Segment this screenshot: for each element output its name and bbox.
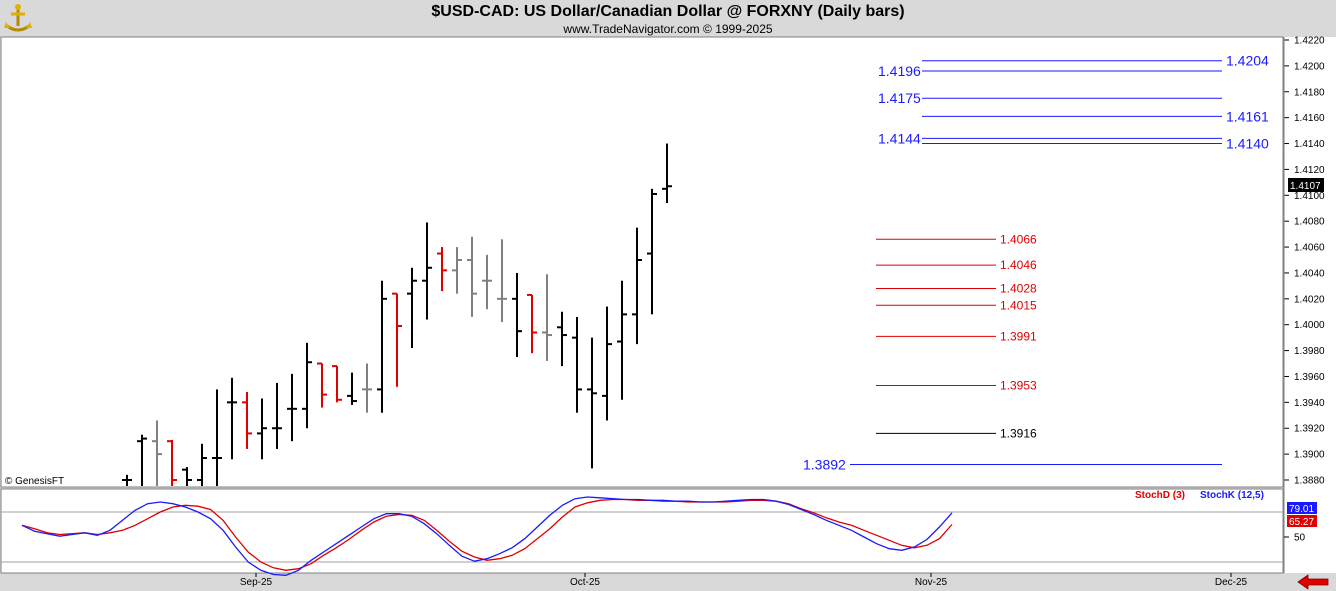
stochd-line xyxy=(21,498,953,571)
ohlc-bar xyxy=(242,392,252,449)
price-tick-label: 1.4040 xyxy=(1294,268,1325,279)
price-tick-label: 1.4080 xyxy=(1294,217,1325,228)
price-tick-label: 1.4100 xyxy=(1294,191,1325,202)
date-axis xyxy=(0,574,1336,591)
level-label-red: 1.4028 xyxy=(1000,281,1037,295)
ohlc-bar xyxy=(602,306,612,421)
ohlc-bar xyxy=(197,443,207,486)
price-tick-label: 1.3960 xyxy=(1294,372,1325,383)
ohlc-bar xyxy=(467,236,477,317)
price-tick-label: 1.3940 xyxy=(1294,398,1325,409)
price-panel xyxy=(0,36,1284,488)
last-price-tag xyxy=(1288,178,1324,192)
stochd-value-tag xyxy=(1287,515,1317,527)
ohlc-bar xyxy=(572,316,582,413)
date-tick-label: Oct-25 xyxy=(570,577,600,588)
stochd-value-label: 65.27 xyxy=(1289,517,1314,528)
level-label-blue: 1.4161 xyxy=(1226,108,1269,124)
ohlc-bar xyxy=(152,420,162,486)
ohlc-bar xyxy=(542,274,552,361)
copyright-label: © GenesisFT xyxy=(5,476,64,487)
price-tick-label: 1.4140 xyxy=(1294,139,1325,150)
ohlc-bar xyxy=(347,372,357,405)
ohlc-bar xyxy=(497,239,507,323)
level-label-blue: 1.4175 xyxy=(878,90,921,106)
ohlc-bar xyxy=(122,474,132,486)
chart-subtitle: www.TradeNavigator.com © 1999-2025 xyxy=(563,22,773,36)
ohlc-bar xyxy=(332,365,342,403)
level-label-blue: 1.4144 xyxy=(878,130,921,146)
price-tick-label: 1.4220 xyxy=(1294,36,1325,47)
ohlc-bar xyxy=(557,311,567,367)
ohlc-bar xyxy=(527,293,537,354)
stochk-line xyxy=(21,496,953,576)
stochk-value-tag xyxy=(1287,502,1317,514)
ohlc-bar xyxy=(437,247,447,292)
stoch-tick-label: 50 xyxy=(1294,533,1306,544)
level-label-red: 1.4015 xyxy=(1000,298,1037,312)
ohlc-bar xyxy=(362,363,372,413)
ohlc-bar xyxy=(617,280,627,400)
ohlc-bar xyxy=(632,227,642,345)
ohlc-bar xyxy=(512,272,522,358)
level-label-black: 1.3916 xyxy=(1000,426,1037,440)
ohlc-bar xyxy=(422,222,432,320)
level-label-red: 1.3991 xyxy=(1000,329,1037,343)
stochk-legend: StochK (12,5) xyxy=(1200,490,1264,501)
stochd-legend: StochD (3) xyxy=(1135,490,1185,501)
level-label-blue: 1.4140 xyxy=(1226,136,1269,152)
ohlc-bar xyxy=(587,337,597,469)
date-tick-label: Nov-25 xyxy=(915,577,948,588)
price-tick-label: 1.3980 xyxy=(1294,346,1325,357)
ohlc-bar xyxy=(227,377,237,460)
price-tick-label: 1.4120 xyxy=(1294,165,1325,176)
ohlc-bar xyxy=(287,373,297,442)
ohlc-bar xyxy=(482,254,492,310)
level-label-blue: 1.4204 xyxy=(1226,53,1269,69)
level-label-red: 1.4066 xyxy=(1000,232,1037,246)
price-tick-label: 1.4160 xyxy=(1294,113,1325,124)
price-tick-label: 1.4000 xyxy=(1294,320,1325,331)
stochastic-panel xyxy=(0,488,1284,574)
ohlc-bar xyxy=(647,188,657,315)
price-tick-label: 1.4180 xyxy=(1294,87,1325,98)
last-price-label: 1.4107 xyxy=(1290,181,1321,192)
ohlc-bar xyxy=(257,398,267,460)
ohlc-bar xyxy=(317,362,327,408)
ohlc-bar xyxy=(272,382,282,449)
price-tick-label: 1.4200 xyxy=(1294,61,1325,72)
ohlc-bar xyxy=(167,439,177,486)
level-label-blue: 1.3892 xyxy=(803,456,846,472)
chart-header: $USD-CAD: US Dollar/Canadian Dollar @ FO… xyxy=(0,0,1336,37)
price-tick-label: 1.4020 xyxy=(1294,294,1325,305)
stochk-value-label: 79.01 xyxy=(1289,504,1314,515)
ohlc-bar xyxy=(212,389,222,486)
ohlc-bar xyxy=(182,467,192,486)
price-tick-label: 1.3900 xyxy=(1294,450,1325,461)
price-tick-label: 1.3920 xyxy=(1294,424,1325,435)
level-label-red: 1.3953 xyxy=(1000,379,1037,393)
ohlc-bar xyxy=(452,247,462,294)
ohlc-bar xyxy=(377,280,387,413)
price-tick-label: 1.3880 xyxy=(1294,476,1325,487)
price-tick-label: 1.4060 xyxy=(1294,243,1325,254)
ohlc-bar xyxy=(137,434,147,486)
ohlc-bar xyxy=(662,143,672,204)
date-tick-label: Dec-25 xyxy=(1215,577,1248,588)
ohlc-bar xyxy=(302,342,312,429)
trade-navigator-logo-icon xyxy=(2,2,34,34)
date-tick-label: Sep-25 xyxy=(240,577,273,588)
level-label-red: 1.4046 xyxy=(1000,258,1037,272)
scroll-left-arrow-icon[interactable] xyxy=(1297,574,1329,590)
ohlc-bar xyxy=(407,267,417,348)
ohlc-bar xyxy=(392,292,402,387)
level-label-blue: 1.4196 xyxy=(878,63,921,79)
price-axis xyxy=(1284,37,1336,573)
chart-title: $USD-CAD: US Dollar/Canadian Dollar @ FO… xyxy=(431,3,905,20)
